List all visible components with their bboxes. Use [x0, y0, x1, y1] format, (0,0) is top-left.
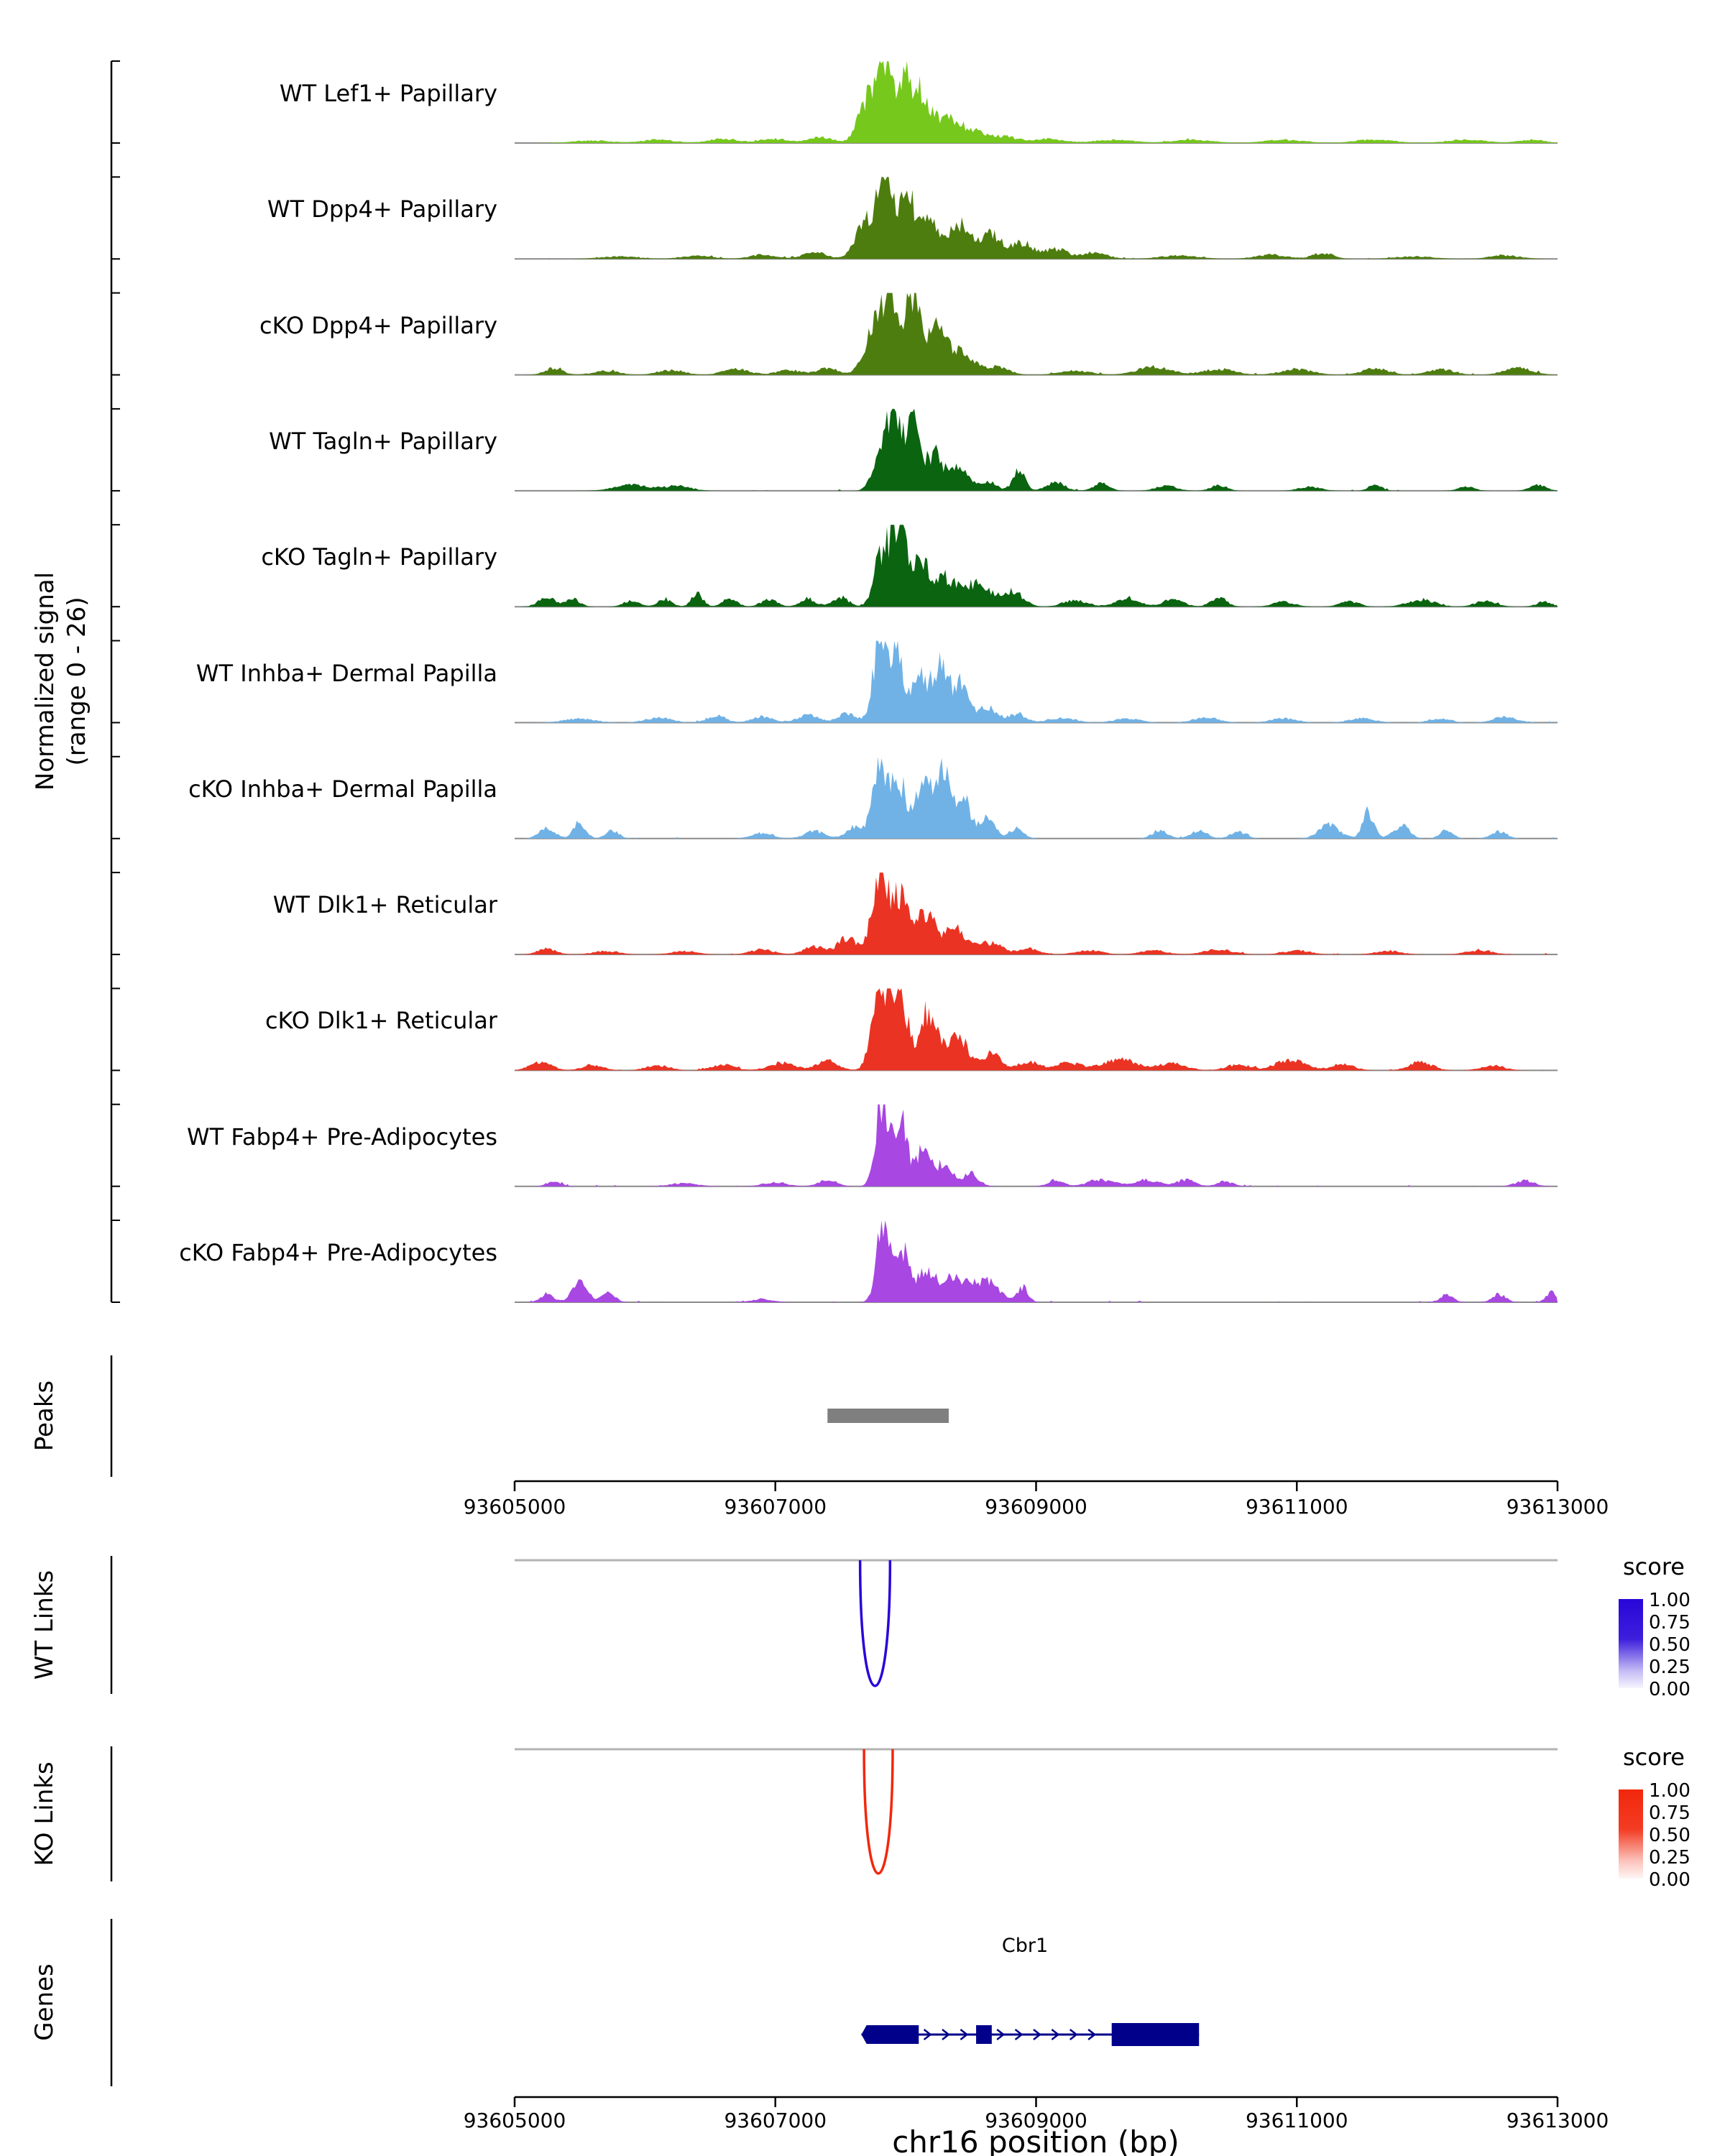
- signal-area: [515, 177, 1558, 259]
- strand-arrow: [1069, 2029, 1078, 2040]
- signal-area: [515, 1104, 1558, 1187]
- x-axis-title: chr16 position (bp): [892, 2124, 1179, 2156]
- ko-score-legend-title: score: [1623, 1743, 1685, 1771]
- signal-area: [515, 292, 1558, 375]
- strand-arrow: [1014, 2029, 1024, 2040]
- signal-area: [515, 756, 1558, 839]
- strand-arrow: [1087, 2029, 1097, 2040]
- gene-exon: [861, 2025, 919, 2044]
- strand-arrow: [923, 2029, 932, 2040]
- signal-area: [515, 640, 1558, 723]
- peak-region-bar: [827, 1409, 949, 1423]
- y-axis-label: Normalized signal (range 0 - 26): [29, 572, 93, 791]
- signal-area: [515, 61, 1558, 143]
- ko-links-section-label: KO Links: [30, 1761, 59, 1866]
- y-axis-label-line2: (range 0 - 26): [63, 596, 91, 766]
- gene-name-label: Cbr1: [1001, 1935, 1049, 1957]
- link-arc: [862, 1749, 894, 1875]
- signal-area: [515, 408, 1558, 491]
- link-arc: [858, 1560, 892, 1687]
- score-legend-gradient: [1619, 1789, 1643, 1879]
- y-axis-label-line1: Normalized signal: [30, 571, 60, 791]
- peaks-section-label: Peaks: [30, 1380, 59, 1452]
- signal-area: [515, 525, 1558, 607]
- strand-arrow: [960, 2029, 969, 2040]
- wt-links-section-label: WT Links: [30, 1570, 59, 1680]
- genes-section-label: Genes: [30, 1963, 59, 2041]
- strand-arrow: [1051, 2029, 1060, 2040]
- signal-area: [515, 988, 1558, 1071]
- score-legend-gradient: [1619, 1599, 1643, 1688]
- signal-area: [515, 872, 1558, 955]
- gene-exon: [976, 2025, 992, 2044]
- gene-exon: [1111, 2023, 1200, 2046]
- signal-area: [515, 1220, 1558, 1302]
- strand-arrow: [1033, 2029, 1041, 2040]
- strand-arrow: [942, 2029, 951, 2040]
- wt-score-legend-title: score: [1623, 1553, 1685, 1580]
- strand-arrow: [996, 2029, 1006, 2040]
